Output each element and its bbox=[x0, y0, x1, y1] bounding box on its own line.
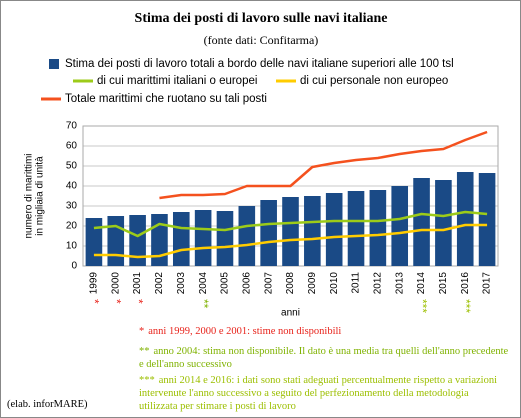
x-tick-label: 2015 bbox=[438, 272, 449, 295]
bar bbox=[456, 172, 474, 266]
bar bbox=[435, 180, 452, 266]
bar bbox=[151, 214, 168, 266]
category-mark: * bbox=[131, 299, 145, 304]
bar bbox=[304, 196, 321, 266]
bar bbox=[260, 200, 277, 266]
line bbox=[93, 223, 488, 259]
x-tick-label: 2003 bbox=[176, 272, 187, 295]
x-tick-label: 2008 bbox=[285, 272, 296, 295]
chart-subtitle: (fonte dati: Confitarma) bbox=[204, 33, 319, 47]
x-tick-label: 2004 bbox=[198, 272, 209, 295]
x-tick-label: 2005 bbox=[220, 272, 231, 295]
bar bbox=[413, 178, 430, 266]
x-tick-label: 2001 bbox=[132, 272, 143, 295]
legend-label: di cui marittimi italiani o europei bbox=[97, 75, 257, 87]
x-tick-label: 2007 bbox=[263, 272, 274, 295]
x-tick-label: 2000 bbox=[110, 272, 121, 295]
y-tick-label: 50 bbox=[66, 161, 78, 172]
y-tick-label: 10 bbox=[66, 241, 78, 252]
footnote: * anni 1999, 2000 e 2001: stime non dispo… bbox=[139, 325, 509, 338]
y-axis-label: in migliaia di unità bbox=[35, 156, 46, 236]
line bbox=[93, 210, 488, 238]
bar bbox=[172, 212, 190, 266]
x-tick-label: 2014 bbox=[416, 272, 427, 295]
footnote-marker: ** bbox=[139, 346, 150, 357]
line bbox=[159, 130, 488, 200]
bar bbox=[347, 191, 365, 266]
category-mark: * bbox=[110, 299, 124, 304]
legend-label: Totale marittimi che ruotano su tali pos… bbox=[65, 93, 267, 105]
category-mark: ** bbox=[197, 299, 211, 309]
category-mark: *** bbox=[459, 299, 473, 313]
y-tick-label: 60 bbox=[66, 141, 78, 152]
y-tick-label: 40 bbox=[66, 181, 78, 192]
footnote: *** anni 2014 e 2016: i dati sono stati a… bbox=[139, 374, 509, 413]
chart-title: Stima dei posti di lavoro sulle navi ita… bbox=[135, 11, 388, 26]
y-tick-label: 70 bbox=[66, 121, 78, 132]
y-axis-label: numero di marittimi bbox=[24, 153, 35, 238]
legend-label: di cui personale non europeo bbox=[300, 75, 448, 87]
legend-label: Stima dei posti di lavoro totali a bordo… bbox=[65, 58, 454, 70]
footnote-marker: *** bbox=[139, 375, 155, 386]
category-mark: *** bbox=[415, 299, 429, 313]
credit: (elab. inforMARE) bbox=[7, 399, 88, 410]
footnote-text: anni 1999, 2000 e 2001: stime non dispon… bbox=[148, 326, 342, 337]
x-tick-label: 2006 bbox=[241, 272, 252, 295]
bar bbox=[478, 173, 496, 266]
x-tick-label: 2016 bbox=[460, 272, 471, 295]
footnote-text: anno 2004: stima non disponibile. Il dat… bbox=[139, 346, 509, 370]
x-tick-label: 2002 bbox=[154, 272, 165, 295]
bar bbox=[129, 215, 146, 266]
category-mark: * bbox=[88, 299, 102, 304]
x-axis-label: anni bbox=[281, 308, 300, 319]
y-tick-label: 0 bbox=[71, 261, 77, 272]
x-tick-label: 2010 bbox=[329, 272, 340, 295]
x-tick-label: 2012 bbox=[373, 272, 384, 295]
footnote-text: anni 2014 e 2016: i dati sono stati adeg… bbox=[139, 375, 497, 412]
footnote: ** anno 2004: stima non disponibile. Il d… bbox=[139, 345, 509, 371]
x-tick-label: 2017 bbox=[482, 272, 493, 295]
bar bbox=[85, 218, 103, 266]
x-tick-label: 2013 bbox=[394, 272, 405, 295]
y-tick-label: 20 bbox=[66, 221, 78, 232]
bar bbox=[194, 210, 212, 266]
x-tick-label: 1999 bbox=[89, 272, 100, 295]
bar bbox=[216, 211, 234, 266]
x-tick-label: 2011 bbox=[351, 272, 362, 294]
x-tick-label: 2009 bbox=[307, 272, 318, 295]
bar bbox=[282, 197, 299, 266]
bar bbox=[107, 216, 125, 266]
bar bbox=[391, 186, 409, 266]
footnote-marker: * bbox=[139, 326, 145, 337]
bar bbox=[238, 206, 256, 266]
bar bbox=[369, 190, 387, 266]
legend-swatch bbox=[49, 59, 59, 69]
bar bbox=[325, 193, 343, 266]
y-tick-label: 30 bbox=[66, 201, 78, 212]
